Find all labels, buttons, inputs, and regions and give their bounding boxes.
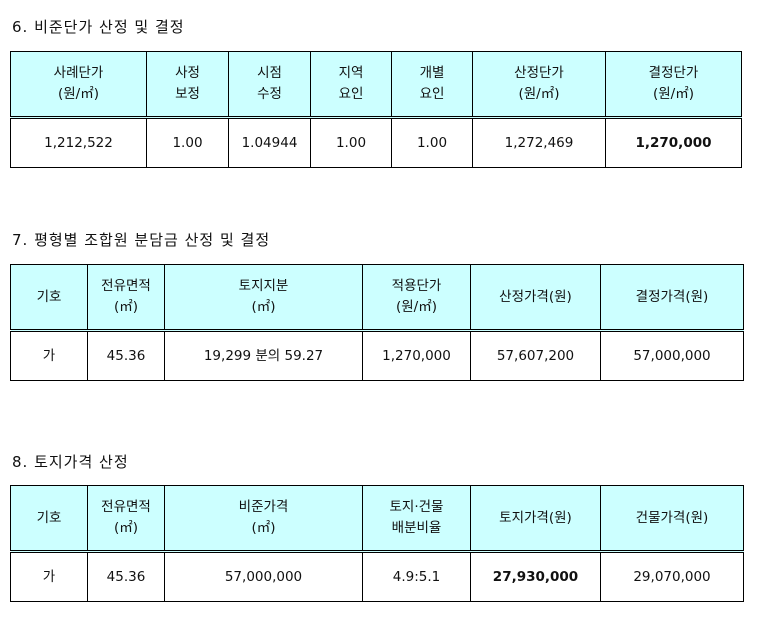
header-text: 수정 <box>257 86 282 102</box>
header-text: (원/㎡) <box>395 299 437 315</box>
table-cell: 27,930,000 <box>470 551 601 602</box>
column-header: 적용단가 (원/㎡) <box>362 264 471 331</box>
header-text: 토지지분 <box>238 278 289 294</box>
table-cell: 가 <box>10 551 88 602</box>
header-text: (㎡) <box>251 299 276 315</box>
column-header: 사례단가 (원/㎡) <box>10 51 147 118</box>
header-text: 산정가격(원) <box>499 288 572 305</box>
column-header: 산정가격(원) <box>470 264 601 331</box>
table-cell: 57,000,000 <box>600 330 744 381</box>
column-header: 건물가격(원) <box>600 485 744 552</box>
header-text: 결정단가 <box>648 65 699 81</box>
column-header: 토지가격(원) <box>470 485 601 552</box>
table-cell: 1.00 <box>391 117 473 168</box>
comparison-price-table: 사례단가 (원/㎡) 사정 보정 시점 수정 지역 요인 개별 요인 산정단가 (원/㎡) 결정단가 (원… <box>10 51 742 168</box>
header-text: 전유면적 <box>101 278 151 294</box>
header-text: (㎡) <box>113 520 139 536</box>
header-text: 전유면적 <box>101 499 151 515</box>
header-text: (㎡) <box>251 520 276 536</box>
land-price-table: 기호 전유면적 (㎡) 비준가격 (㎡) 토지·건물 배분비율 토지가격(원) 건물가격(원) … <box>10 485 744 602</box>
header-text: 배분비율 <box>391 520 442 536</box>
header-text: 시점 <box>257 65 282 81</box>
table-cell: 1.04944 <box>228 117 311 168</box>
header-text: (원/㎡) <box>652 86 694 102</box>
table-cell: 1,270,000 <box>605 117 742 168</box>
header-text: (원/㎡) <box>57 86 99 102</box>
header-text: (㎡) <box>113 299 139 315</box>
column-header: 산정단가 (원/㎡) <box>472 51 606 118</box>
column-header: 기호 <box>10 485 88 552</box>
header-text: 비준가격 <box>238 499 289 515</box>
table-cell: 가 <box>10 330 88 381</box>
header-text: 사례단가 <box>53 65 104 81</box>
table-cell: 1.00 <box>146 117 229 168</box>
table-cell: 1.00 <box>310 117 392 168</box>
section-8-title: 8. 토지가격 산정 <box>12 453 129 471</box>
column-header: 기호 <box>10 264 88 331</box>
table-row: 1,212,522 1.00 1.04944 1.00 1.00 1,272,469 1,2… <box>10 117 742 168</box>
header-text: 기호 <box>36 509 62 526</box>
header-text: 결정가격(원) <box>635 288 709 305</box>
table-cell: 45.36 <box>87 330 165 381</box>
table-row: 가 45.36 57,000,000 4.9:5.1 27,930,000 29,070,… <box>10 551 744 602</box>
table-cell: 29,070,000 <box>600 551 744 602</box>
header-text: 보정 <box>175 86 200 102</box>
column-header: 결정가격(원) <box>600 264 744 331</box>
header-row: 기호 전유면적 (㎡) 토지지분 (㎡) 적용단가 (원/㎡) 산정가격(원) 결정가격(원) <box>10 264 744 331</box>
table-cell: 57,000,000 <box>164 551 363 602</box>
table-cell: 1,272,469 <box>472 117 606 168</box>
member-contribution-table: 기호 전유면적 (㎡) 토지지분 (㎡) 적용단가 (원/㎡) 산정가격(원) 결정가격(원) … <box>10 264 744 381</box>
header-text: 요인 <box>419 86 445 102</box>
table-cell: 57,607,200 <box>470 330 601 381</box>
header-text: 건물가격(원) <box>635 509 709 526</box>
section-6-title: 6. 비준단가 산정 및 결정 <box>12 18 185 36</box>
column-header: 토지지분 (㎡) <box>164 264 363 331</box>
table-cell: 45.36 <box>87 551 165 602</box>
table-cell: 1,270,000 <box>362 330 471 381</box>
table-cell: 19,299 분의 59.27 <box>164 330 363 381</box>
header-text: 적용단가 <box>391 278 442 294</box>
header-text: 개별 <box>419 65 445 81</box>
header-text: 지역 <box>338 65 364 81</box>
header-text: 기호 <box>36 288 62 305</box>
table-cell: 1,212,522 <box>10 117 147 168</box>
header-text: 사정 <box>175 65 200 81</box>
section-7-title: 7. 평형별 조합원 분담금 산정 및 결정 <box>12 231 271 249</box>
table-cell: 4.9:5.1 <box>362 551 471 602</box>
column-header: 전유면적 (㎡) <box>87 485 165 552</box>
header-text: 요인 <box>338 86 364 102</box>
header-text: 산정단가 <box>514 65 564 81</box>
table-row: 가 45.36 19,299 분의 59.27 1,270,000 57,607,200… <box>10 330 744 381</box>
header-text: (원/㎡) <box>518 86 560 102</box>
column-header: 결정단가 (원/㎡) <box>605 51 742 118</box>
column-header: 비준가격 (㎡) <box>164 485 363 552</box>
header-text: 토지·건물 <box>389 499 444 515</box>
column-header: 전유면적 (㎡) <box>87 264 165 331</box>
header-text: 토지가격(원) <box>499 509 572 526</box>
header-row: 사례단가 (원/㎡) 사정 보정 시점 수정 지역 요인 개별 요인 산정단가 (원/㎡) 결정단가 (원… <box>10 51 742 118</box>
